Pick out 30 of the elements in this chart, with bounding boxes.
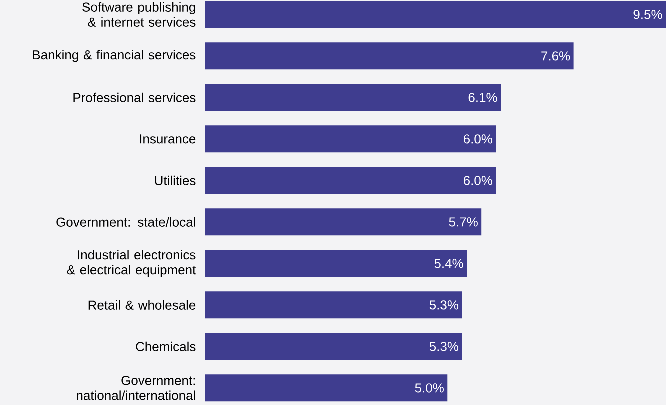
bar [205, 1, 666, 28]
y-tick-label: Government: state/local [56, 217, 196, 227]
bar [205, 208, 482, 236]
y-tick-label: Software publishing & internet services [82, 2, 196, 27]
data-label: 6.1% [468, 93, 498, 102]
data-label: 5.3% [430, 300, 459, 310]
data-label: 9.5% [634, 10, 662, 20]
bar [205, 333, 462, 360]
data-label: 6.0% [464, 176, 492, 186]
y-tick-label: Professional services [74, 92, 196, 102]
y-tick-label: Insurance [140, 134, 196, 144]
data-label: 6.0% [464, 134, 492, 144]
y-tick-label: Retail & wholesale [88, 300, 196, 310]
y-tick-label: Chemicals [136, 342, 196, 352]
y-tick-label: Government: national/international [77, 376, 196, 400]
data-label: 5.7% [449, 218, 478, 227]
y-tick-label: Utilities [155, 176, 196, 186]
bar [205, 126, 496, 153]
y-tick-label: Banking & financial services [33, 50, 196, 62]
data-label: 5.3% [430, 342, 459, 352]
bar [205, 374, 448, 402]
data-label: 5.0% [415, 384, 444, 393]
bar [205, 250, 468, 278]
bar [205, 292, 462, 319]
y-tick-label: Industrial electronics & electrical equipment [67, 250, 196, 278]
bar [205, 84, 502, 112]
bar [205, 42, 574, 70]
data-label: 7.6% [542, 52, 570, 61]
bar [205, 167, 496, 194]
data-label: 5.4% [434, 259, 464, 268]
